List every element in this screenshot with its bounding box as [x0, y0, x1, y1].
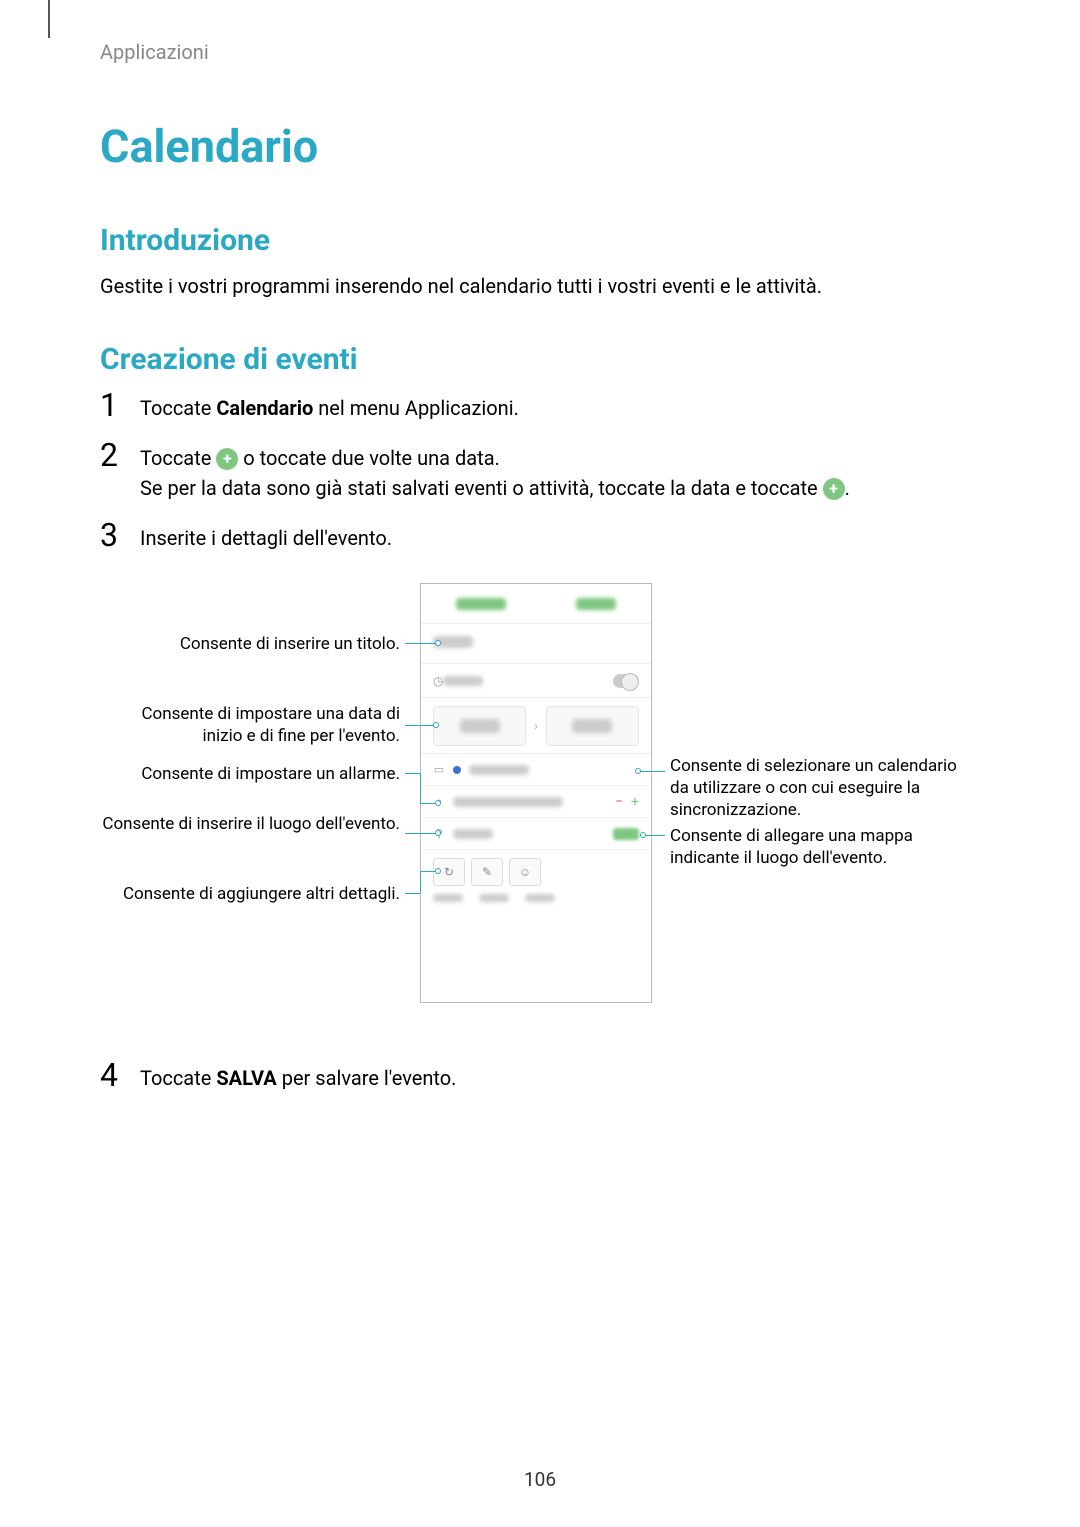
step-4: 4 Toccate SALVA per salvare l'evento. [100, 1063, 980, 1093]
leader-line [405, 893, 420, 894]
step-text-pre: Toccate [140, 396, 216, 420]
callout-date: Consente di impostare una data di inizio… [100, 703, 400, 747]
step-body: Toccate Calendario nel menu Applicazioni… [140, 393, 980, 423]
mock-label [479, 894, 509, 902]
step-text-line2-pre: Se per la data sono già stati salvati ev… [140, 476, 823, 500]
leader-dot [435, 640, 441, 646]
leader-line [405, 833, 435, 834]
callout-title: Consente di inserire un titolo. [100, 633, 400, 655]
mock-detail-labels [421, 894, 651, 910]
step-number: 3 [100, 519, 140, 551]
leader-line [420, 803, 435, 804]
mock-calendar-row: ▭ [421, 754, 651, 786]
step-body: Inserite i dettagli dell'evento. [140, 523, 980, 553]
mock-location-row: ⚲ [421, 818, 651, 850]
step-text-pre: Toccate [140, 446, 216, 470]
mock-allday-row: ◷ [421, 664, 651, 698]
callout-map: Consente di allegare una mappa indicante… [670, 825, 970, 869]
step-1: 1 Toccate Calendario nel menu Applicazio… [100, 393, 980, 423]
mock-alarm-text [453, 797, 563, 807]
calendar-color-dot [453, 766, 461, 774]
page-content: Applicazioni Calendario Introduzione Ges… [0, 0, 1080, 1093]
mock-toggle [613, 674, 639, 688]
step-number: 2 [100, 439, 140, 471]
step-body: Toccate + o toccate due volte una data. … [140, 443, 980, 503]
callout-place: Consente di inserire il luogo dell'event… [100, 813, 400, 835]
mock-location-text [453, 829, 493, 839]
leader-dot [433, 722, 439, 728]
step-text-post: nel menu Applicazioni. [313, 396, 519, 420]
step-number: 4 [100, 1059, 140, 1091]
mock-date-row: › [421, 698, 651, 754]
callout-details: Consente di aggiungere altri dettagli. [100, 883, 400, 905]
leader-dot [435, 868, 441, 874]
plus-small-icon: + [631, 794, 639, 810]
step-2: 2 Toccate + o toccate due volte una data… [100, 443, 980, 503]
note-icon: ✎ [471, 858, 503, 886]
event-editor-diagram: ◷ › ▭ ◔ − + ⚲ [100, 583, 980, 1023]
leader-line [405, 725, 433, 726]
mock-date-start [433, 706, 526, 746]
section-heading-create: Creazione di eventi [100, 342, 980, 377]
mock-title-row [421, 624, 651, 664]
leader-line [645, 835, 665, 836]
leader-line [640, 771, 665, 772]
section-heading-intro: Introduzione [100, 223, 980, 258]
leader-dot [435, 830, 441, 836]
chevron-right-icon: › [534, 719, 538, 733]
attendee-icon: ☺ [509, 858, 541, 886]
callout-calendar-select: Consente di selezionare un calendario da… [670, 755, 970, 821]
leader-line [405, 643, 435, 644]
mock-label [433, 894, 463, 902]
mock-header-cancel [456, 598, 506, 610]
mock-map-button [613, 828, 639, 840]
minus-icon: − [615, 794, 623, 810]
mock-header-save [576, 598, 616, 610]
leader-line [405, 773, 420, 774]
page-title: Calendario [100, 120, 980, 173]
calendar-icon: ▭ [433, 763, 445, 776]
leader-line [420, 871, 435, 872]
mock-label [525, 894, 555, 902]
mock-detail-buttons: ↻ ✎ ☺ [421, 850, 651, 894]
mock-calendar-name [469, 765, 529, 775]
plus-icon: + [216, 448, 238, 470]
intro-paragraph: Gestite i vostri programmi inserendo nel… [100, 274, 980, 298]
step-text-bold: SALVA [216, 1066, 276, 1090]
step-3: 3 Inserite i dettagli dell'evento. [100, 523, 980, 553]
leader-dot [640, 832, 646, 838]
step-text-bold: Calendario [216, 396, 313, 420]
mock-allday-label [443, 676, 483, 686]
plus-icon: + [823, 478, 845, 500]
phone-screen-mock: ◷ › ▭ ◔ − + ⚲ [420, 583, 652, 1003]
breadcrumb: Applicazioni [100, 40, 980, 64]
leader-dot [635, 768, 641, 774]
mock-alarm-row: ◔ − + [421, 786, 651, 818]
step-text-post: o toccate due volte una data. [238, 446, 500, 470]
callout-alarm: Consente di impostare un allarme. [100, 763, 400, 785]
step-body: Toccate SALVA per salvare l'evento. [140, 1063, 980, 1093]
page-crop-mark [48, 0, 50, 38]
page-number: 106 [0, 1468, 1080, 1491]
leader-line [420, 871, 421, 893]
leader-dot [435, 800, 441, 806]
step-text-pre: Toccate [140, 1066, 216, 1090]
clock-icon: ◷ [433, 674, 443, 688]
mock-header [421, 584, 651, 624]
step-text-line2-post: . [845, 476, 850, 500]
mock-date-end [546, 706, 639, 746]
step-number: 1 [100, 389, 140, 421]
leader-line [420, 773, 421, 803]
step-text-post: per salvare l'evento. [277, 1066, 457, 1090]
